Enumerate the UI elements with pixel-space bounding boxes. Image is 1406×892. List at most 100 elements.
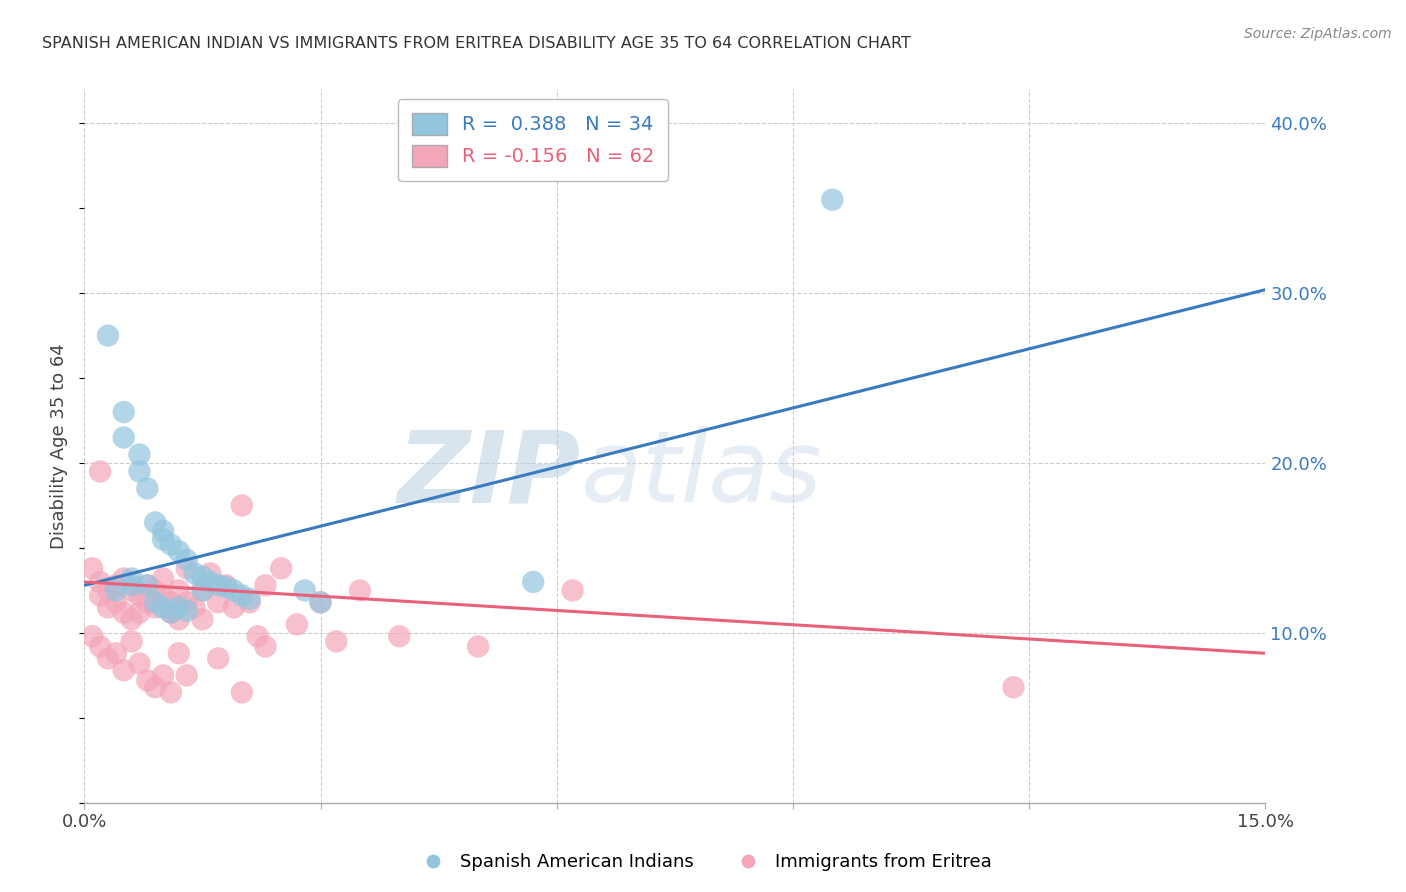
Point xyxy=(104,578,127,592)
Point xyxy=(121,612,143,626)
Point xyxy=(207,595,229,609)
Point xyxy=(136,482,159,496)
Point xyxy=(207,651,229,665)
Point xyxy=(176,604,198,618)
Point xyxy=(136,578,159,592)
Point xyxy=(143,680,166,694)
Point xyxy=(136,578,159,592)
Point xyxy=(231,499,253,513)
Point xyxy=(167,544,190,558)
Point xyxy=(82,629,104,643)
Point xyxy=(522,574,544,589)
Point xyxy=(143,583,166,598)
Point xyxy=(121,634,143,648)
Point xyxy=(191,612,214,626)
Point xyxy=(222,600,245,615)
Point xyxy=(239,595,262,609)
Point xyxy=(152,589,174,603)
Point xyxy=(160,595,183,609)
Point xyxy=(112,430,135,444)
Point xyxy=(104,595,127,609)
Text: atlas: atlas xyxy=(581,426,823,523)
Point xyxy=(97,651,120,665)
Point xyxy=(254,578,277,592)
Point xyxy=(167,612,190,626)
Point xyxy=(160,685,183,699)
Point xyxy=(160,537,183,551)
Point xyxy=(143,595,166,609)
Point xyxy=(309,595,332,609)
Point xyxy=(89,640,111,654)
Point xyxy=(183,566,205,581)
Text: Source: ZipAtlas.com: Source: ZipAtlas.com xyxy=(1244,27,1392,41)
Point xyxy=(183,600,205,615)
Point xyxy=(121,572,143,586)
Point xyxy=(97,583,120,598)
Point xyxy=(112,572,135,586)
Point xyxy=(167,600,190,615)
Point xyxy=(200,566,222,581)
Legend: R =  0.388   N = 34, R = -0.156   N = 62: R = 0.388 N = 34, R = -0.156 N = 62 xyxy=(398,99,668,181)
Point xyxy=(467,640,489,654)
Point xyxy=(143,600,166,615)
Point xyxy=(112,606,135,620)
Point xyxy=(136,673,159,688)
Point xyxy=(285,617,308,632)
Point xyxy=(215,578,238,592)
Point xyxy=(191,583,214,598)
Point xyxy=(160,606,183,620)
Point xyxy=(309,595,332,609)
Point xyxy=(239,591,262,606)
Point xyxy=(152,572,174,586)
Point xyxy=(82,561,104,575)
Point xyxy=(128,606,150,620)
Point xyxy=(176,561,198,575)
Point xyxy=(160,606,183,620)
Point xyxy=(388,629,411,643)
Point xyxy=(112,405,135,419)
Point xyxy=(89,574,111,589)
Point xyxy=(121,583,143,598)
Point xyxy=(222,583,245,598)
Point xyxy=(1002,680,1025,694)
Point xyxy=(270,561,292,575)
Text: ZIP: ZIP xyxy=(398,426,581,523)
Legend: Spanish American Indians, Immigrants from Eritrea: Spanish American Indians, Immigrants fro… xyxy=(408,847,998,879)
Point xyxy=(152,668,174,682)
Point xyxy=(89,589,111,603)
Point xyxy=(128,448,150,462)
Point xyxy=(254,640,277,654)
Point xyxy=(246,629,269,643)
Point xyxy=(561,583,583,598)
Point xyxy=(104,646,127,660)
Point xyxy=(215,580,238,594)
Point xyxy=(294,583,316,598)
Point xyxy=(152,600,174,615)
Point xyxy=(325,634,347,648)
Point xyxy=(176,595,198,609)
Point xyxy=(176,553,198,567)
Point xyxy=(152,524,174,538)
Point xyxy=(136,595,159,609)
Point xyxy=(191,570,214,584)
Point xyxy=(104,583,127,598)
Point xyxy=(152,533,174,547)
Point xyxy=(167,583,190,598)
Point xyxy=(128,589,150,603)
Point xyxy=(143,516,166,530)
Point xyxy=(112,663,135,677)
Y-axis label: Disability Age 35 to 64: Disability Age 35 to 64 xyxy=(51,343,69,549)
Point xyxy=(349,583,371,598)
Point xyxy=(176,668,198,682)
Point xyxy=(231,589,253,603)
Point xyxy=(121,578,143,592)
Point xyxy=(89,465,111,479)
Point xyxy=(97,600,120,615)
Point xyxy=(97,328,120,343)
Point xyxy=(200,574,222,589)
Text: SPANISH AMERICAN INDIAN VS IMMIGRANTS FROM ERITREA DISABILITY AGE 35 TO 64 CORRE: SPANISH AMERICAN INDIAN VS IMMIGRANTS FR… xyxy=(42,36,911,51)
Point xyxy=(167,646,190,660)
Point xyxy=(128,657,150,671)
Point xyxy=(821,193,844,207)
Point xyxy=(207,578,229,592)
